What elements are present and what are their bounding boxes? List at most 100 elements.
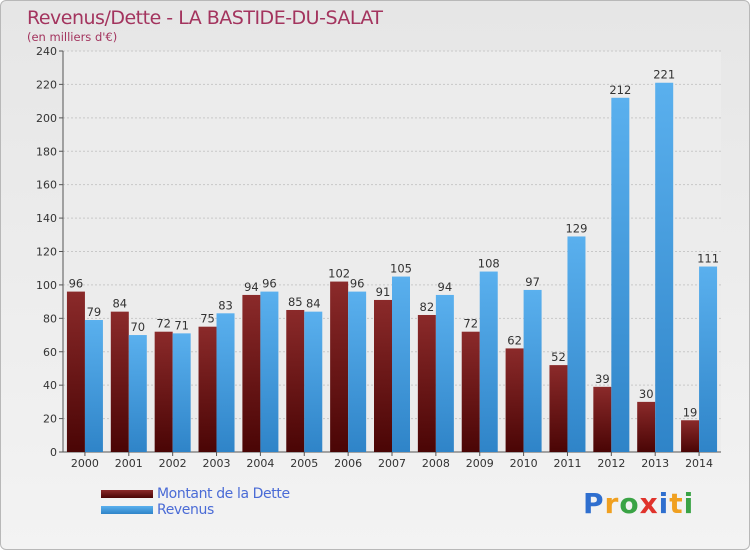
legend-item-revenue: Revenus — [101, 502, 290, 518]
data-label-revenue: 105 — [390, 262, 412, 276]
y-tick-label: 220 — [36, 78, 57, 91]
x-tick-label: 2010 — [510, 457, 538, 470]
y-tick-label: 160 — [36, 179, 57, 192]
data-label-revenue: 111 — [697, 252, 719, 266]
bar-debt — [417, 314, 436, 452]
bar-revenue — [260, 291, 279, 452]
logo-letter: P — [583, 487, 605, 520]
bar-debt — [110, 311, 129, 452]
bar-debt — [637, 401, 656, 452]
data-label-debt: 52 — [551, 350, 566, 364]
bar-revenue — [435, 294, 454, 452]
data-label-debt: 72 — [156, 317, 171, 331]
x-tick-label: 2013 — [641, 457, 669, 470]
x-tick-label: 2011 — [553, 457, 581, 470]
bar-debt — [154, 331, 173, 452]
x-tick-label: 2012 — [597, 457, 625, 470]
data-label-revenue: 212 — [609, 83, 631, 97]
y-tick-label: 0 — [50, 446, 57, 459]
data-label-revenue: 97 — [525, 275, 540, 289]
y-tick-label: 40 — [43, 379, 57, 392]
data-label-debt: 30 — [639, 387, 654, 401]
data-label-debt: 102 — [328, 267, 350, 281]
logo-letter: i — [683, 487, 695, 520]
data-label-debt: 39 — [595, 372, 610, 386]
x-tick-label: 2009 — [466, 457, 494, 470]
data-label-revenue: 96 — [350, 277, 365, 291]
bar-debt — [374, 299, 392, 452]
logo-letter: r — [604, 487, 620, 520]
legend-label-revenue: Revenus — [157, 502, 214, 518]
bar-debt — [242, 294, 261, 452]
data-label-debt: 94 — [244, 280, 259, 294]
data-label-revenue: 129 — [565, 221, 587, 235]
chart-title: Revenus/Dette - LA BASTIDE-DU-SALAT — [27, 7, 383, 29]
bar-debt — [66, 291, 85, 452]
data-label-debt: 91 — [376, 285, 391, 299]
legend-swatch-debt — [101, 490, 153, 498]
y-tick-label: 60 — [43, 346, 57, 359]
bar-revenue — [611, 97, 630, 453]
bar-debt — [593, 386, 612, 452]
legend: Montant de la Dette Revenus — [101, 486, 290, 518]
data-label-debt: 82 — [420, 300, 435, 314]
data-label-debt: 62 — [507, 333, 522, 347]
bar-revenue — [655, 82, 674, 452]
x-tick-label: 2008 — [422, 457, 450, 470]
bar-revenue — [84, 320, 103, 452]
logo-letter: o — [619, 487, 640, 520]
data-label-revenue: 94 — [438, 280, 453, 294]
x-tick-label: 2007 — [378, 457, 406, 470]
data-label-debt: 84 — [112, 297, 127, 311]
legend-swatch-revenue — [101, 506, 153, 514]
bar-revenue — [479, 271, 498, 452]
x-tick-label: 2006 — [334, 457, 362, 470]
y-tick-label: 100 — [36, 279, 57, 292]
data-label-debt: 96 — [69, 277, 84, 291]
data-label-revenue: 71 — [174, 318, 189, 332]
bar-debt — [549, 365, 568, 452]
x-tick-label: 2001 — [115, 457, 143, 470]
y-tick-label: 20 — [43, 413, 57, 426]
logo-letter: t — [669, 487, 684, 520]
data-label-debt: 19 — [683, 405, 698, 419]
data-label-revenue: 108 — [478, 257, 500, 271]
logo-letter: i — [658, 487, 670, 520]
data-label-revenue: 83 — [218, 298, 233, 312]
x-tick-label: 2000 — [71, 457, 99, 470]
data-label-revenue: 221 — [653, 68, 675, 82]
y-tick-label: 120 — [36, 246, 57, 259]
bar-revenue — [216, 313, 235, 452]
y-tick-label: 80 — [43, 312, 57, 325]
bar-revenue — [699, 266, 718, 452]
bar-revenue — [567, 236, 586, 452]
data-label-debt: 75 — [200, 312, 215, 326]
x-tick-label: 2004 — [246, 457, 274, 470]
bar-debt — [330, 281, 349, 452]
x-tick-label: 2014 — [685, 457, 713, 470]
y-tick-label: 180 — [36, 145, 57, 158]
bar-debt — [286, 309, 305, 452]
bar-debt — [461, 331, 480, 452]
bar-revenue — [128, 335, 147, 452]
data-label-revenue: 79 — [87, 305, 102, 319]
bar-revenue — [348, 291, 367, 452]
proxiti-logo: Proxiti — [583, 487, 694, 520]
x-tick-label: 2003 — [203, 457, 231, 470]
legend-item-debt: Montant de la Dette — [101, 486, 290, 502]
data-label-revenue: 84 — [306, 297, 321, 311]
y-tick-label: 140 — [36, 212, 57, 225]
bar-revenue — [172, 333, 191, 452]
y-tick-label: 200 — [36, 112, 57, 125]
bar-debt — [505, 348, 524, 452]
data-label-revenue: 96 — [262, 277, 277, 291]
y-tick-label: 240 — [36, 45, 57, 58]
x-tick-label: 2002 — [159, 457, 187, 470]
logo-letter: x — [639, 487, 659, 520]
x-tick-label: 2005 — [290, 457, 318, 470]
bar-revenue — [304, 311, 323, 452]
chart-subtitle: (en milliers d'€) — [27, 30, 118, 44]
bar-revenue — [392, 276, 410, 452]
